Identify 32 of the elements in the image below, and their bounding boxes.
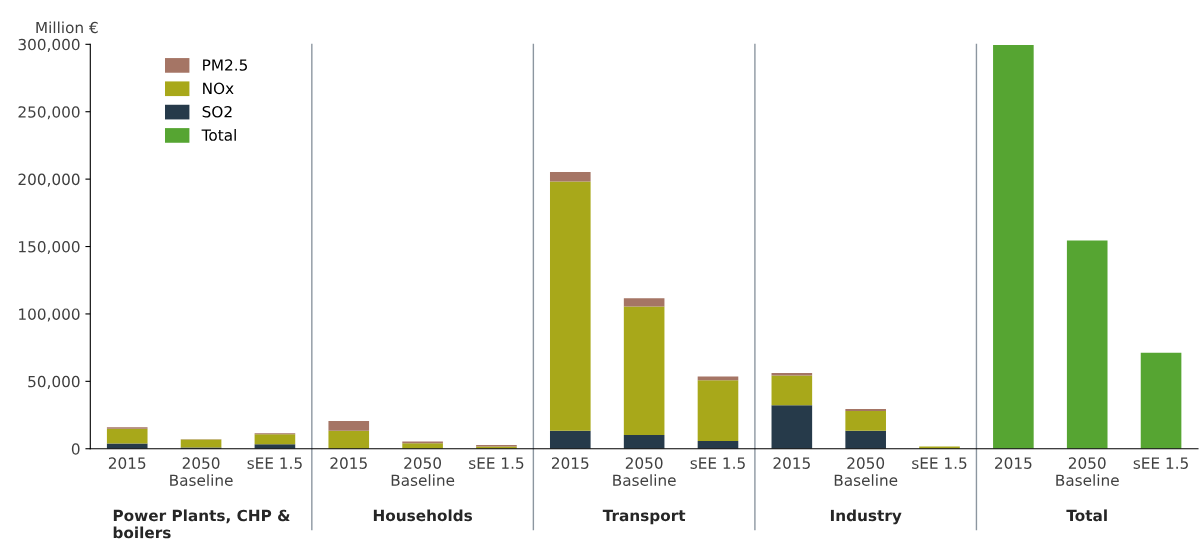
legend-label: Total [201,129,236,141]
y-tick-label: 50,000 [28,375,80,389]
x-tick-label: 2015 [330,457,367,469]
x-tick-label: 2050 Baseline [834,457,898,487]
x-tick-label: sEE 1.5 [469,457,524,469]
y-tick-label: 250,000 [18,106,80,120]
legend-label: NOx [203,82,234,95]
x-tick-label: 2015 [773,457,810,469]
legend-label: PM2.5 [203,59,247,71]
x-tick-label: 2015 [995,457,1032,469]
x-tick-label: 2050 Baseline [1056,457,1119,487]
y-tick-label: 150,000 [19,241,80,255]
x-tick-label: 2015 [108,457,146,469]
y-tick-label: 300,000 [18,38,80,52]
legend-label: SO2 [202,105,232,118]
y-axis-title: Million € [36,21,98,34]
x-tick-label: sEE 1.5 [247,457,302,469]
text: Households [373,509,473,522]
x-tick-label: sEE 1.5 [912,457,967,469]
text: Transport [602,509,686,525]
text: Total [1066,509,1107,522]
y-tick-label: 200,000 [18,173,80,187]
y-tick-label: 0 [71,443,80,455]
x-tick-label: 2050 Baseline [391,457,455,487]
y-tick-label: 100,000 [19,308,80,322]
text: Power Plants, CHP & boilers [113,509,290,539]
text: Industry [830,509,902,525]
x-tick-label: sEE 1.5 [690,457,745,469]
x-tick-label: 2050 Baseline [170,457,233,487]
x-tick-label: 2050 Baseline [613,457,676,487]
x-tick-label: sEE 1.5 [1133,457,1188,469]
x-tick-label: 2015 [551,457,589,469]
